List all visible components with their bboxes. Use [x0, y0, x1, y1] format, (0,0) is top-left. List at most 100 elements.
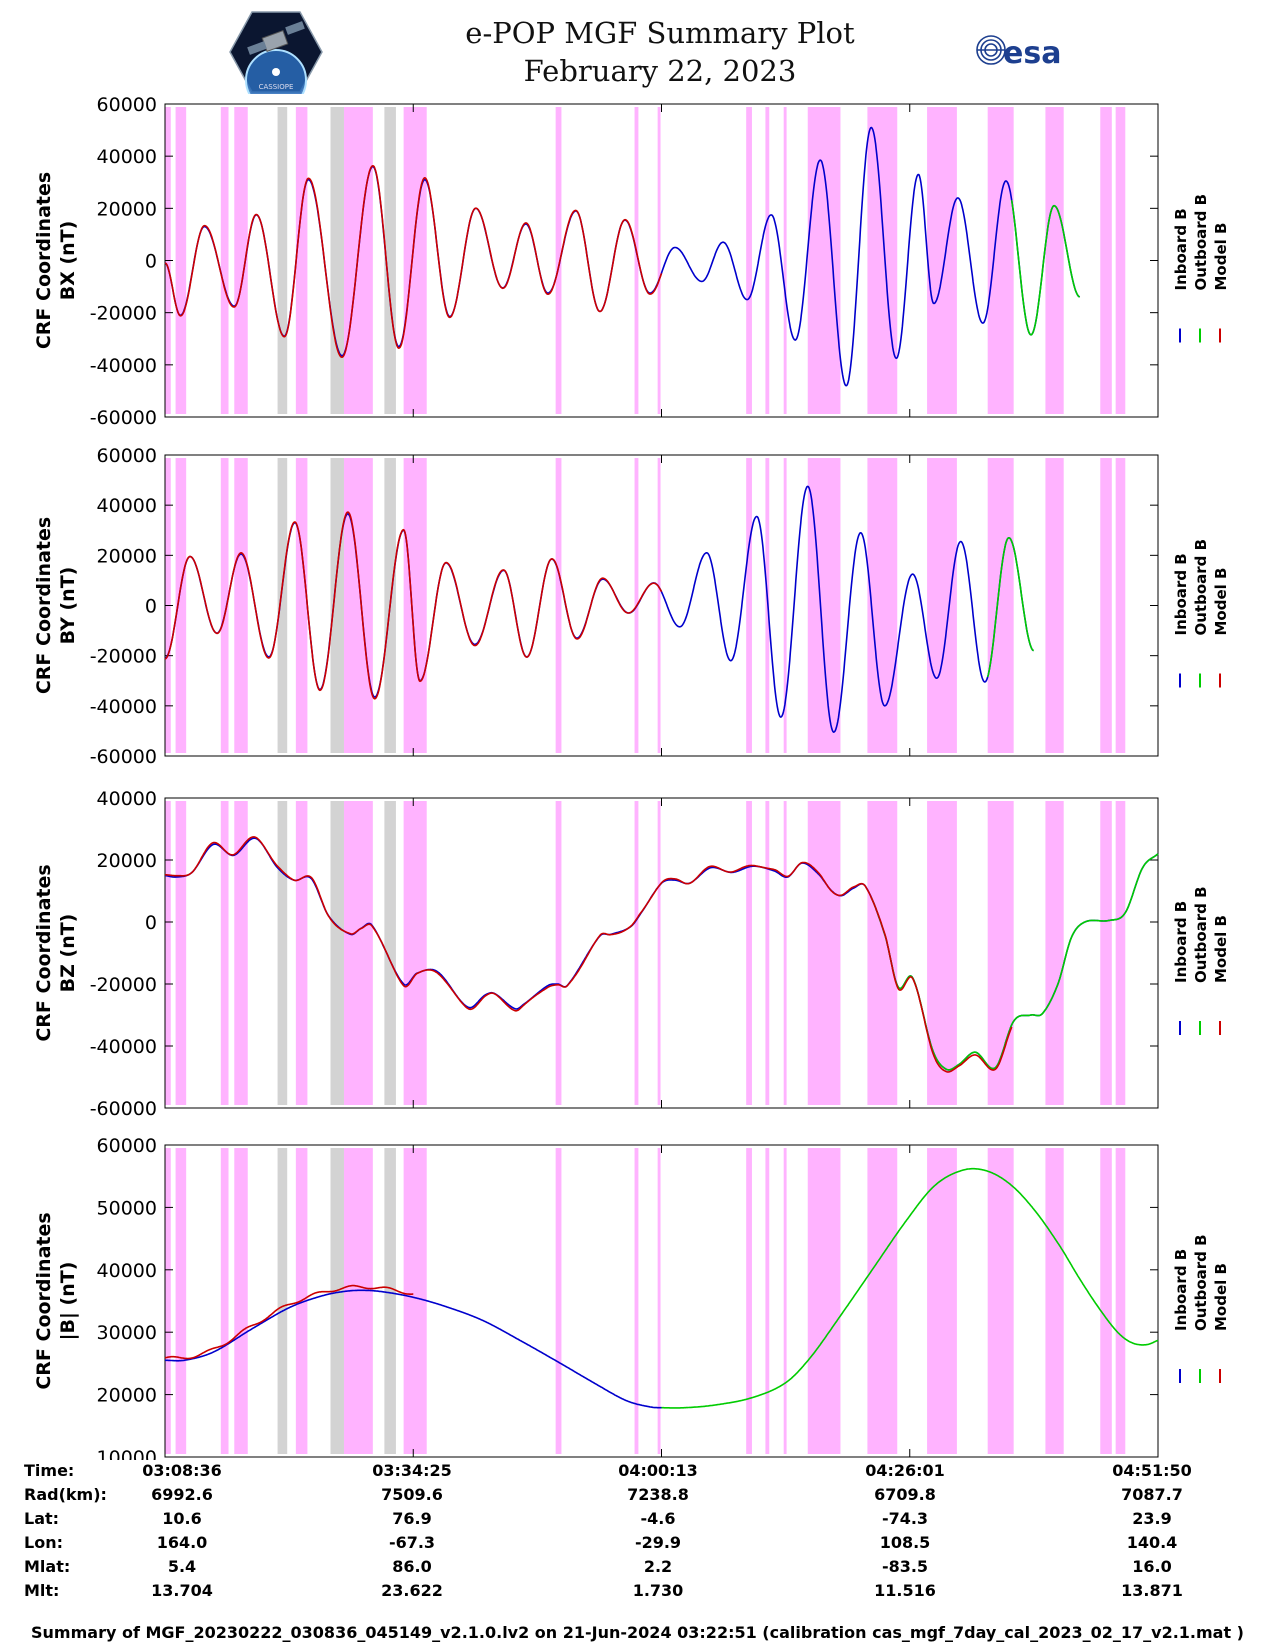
shade-band-pink [783, 801, 787, 1105]
y-tick-label: 20000 [97, 850, 157, 872]
shade-band-pink [783, 458, 787, 753]
info-cell: 03:34:25 [372, 1461, 452, 1480]
shade-band-pink [295, 801, 308, 1105]
info-cell: 1.730 [632, 1581, 684, 1600]
shade-band-pink [555, 458, 562, 753]
series-line-model-b [164, 165, 663, 359]
shade-band-pink [987, 1148, 1014, 1454]
esa-logo-text: esa [1003, 36, 1061, 71]
shade-band-pink [234, 458, 248, 753]
y-tick-label: 10000 [97, 1447, 157, 1460]
shade-band-pink [927, 1148, 957, 1454]
shade-band-pink [175, 107, 187, 414]
esa-emblem-icon [976, 35, 1006, 65]
info-cell: 13.871 [1121, 1581, 1183, 1600]
info-label-mlat: Mlat: [24, 1557, 71, 1576]
shade-band-pink [295, 458, 308, 753]
info-cell: 04:00:13 [618, 1461, 698, 1480]
legend-label: Model B [1212, 1263, 1230, 1331]
info-cell: 6992.6 [151, 1485, 213, 1504]
shade-band-pink [343, 801, 373, 1105]
y-tick-label: 40000 [97, 788, 157, 810]
y-tick-label: -20000 [90, 646, 157, 668]
y-tick-label: 0 [145, 251, 157, 273]
shade-band-pink [927, 801, 957, 1105]
shade-band-pink [220, 1148, 229, 1454]
legend-label: Model B [1212, 568, 1230, 636]
shade-band-pink [1045, 458, 1064, 753]
esa-logo: esa [975, 30, 1065, 78]
shade-band-pink [987, 458, 1014, 753]
shade-band-pink [165, 801, 171, 1105]
legend-label: Inboard B [1172, 553, 1190, 635]
y-tick-label: 60000 [97, 1135, 157, 1157]
shade-band-pink [807, 107, 841, 414]
y-tick-label: 0 [145, 912, 157, 934]
y-tick-label: 20000 [97, 545, 157, 567]
panel-2: 40000 20000 0 -20000 -40000 -60000 CRF Coordin… [33, 788, 1230, 1120]
info-cell: 16.0 [1132, 1557, 1172, 1576]
shade-band-pink [765, 107, 770, 414]
info-cell: 04:26:01 [865, 1461, 945, 1480]
shade-band-gray [277, 107, 288, 414]
legend-label: Outboard B [1192, 886, 1210, 983]
shade-band-pink [175, 801, 187, 1105]
shade-band-gray [384, 1148, 396, 1454]
shade-band-pink [987, 107, 1014, 414]
shade-band-gray [384, 801, 396, 1105]
shade-band-pink [634, 1148, 639, 1454]
panel-1: 60000 40000 20000 0 -20000 -40000 -60000 CRF Co… [33, 445, 1230, 768]
y-axis-label-line: CRF Coordinates [33, 172, 55, 349]
shade-band-pink [1115, 1148, 1126, 1454]
shade-band-pink [403, 1148, 427, 1454]
shade-band-pink [343, 1148, 373, 1454]
legend-label: Outboard B [1192, 1234, 1210, 1331]
y-tick-label: -20000 [90, 303, 157, 325]
y-tick-label: 60000 [97, 94, 157, 116]
shade-band-pink [746, 1148, 752, 1454]
info-label-mlt: Mlt: [24, 1581, 60, 1600]
series-line-outboard-b [986, 536, 1035, 678]
legend-label: Model B [1212, 223, 1230, 291]
shade-band-gray [277, 1148, 288, 1454]
shade-band-pink [403, 107, 427, 414]
y-axis-label: CRF Coordinates |B| (nT) [33, 1212, 79, 1389]
shade-band-gray [277, 458, 288, 753]
info-label-lon: Lon: [24, 1533, 63, 1552]
shade-band-pink [1045, 1148, 1064, 1454]
info-label-lat: Lat: [24, 1509, 60, 1528]
title-line-2: February 22, 2023 [523, 54, 797, 88]
panel-3: 60000 50000 40000 30000 20000 10000 CRF Coordi… [33, 1135, 1230, 1460]
shade-band-pink [927, 458, 957, 753]
info-cell: 7509.6 [381, 1485, 443, 1504]
y-tick-label: -20000 [90, 974, 157, 996]
shade-band-pink [1100, 107, 1112, 414]
shade-band-pink [746, 107, 752, 414]
shade-band-pink [343, 107, 373, 414]
y-axis-label: CRF Coordinates BY (nT) [33, 517, 79, 694]
shade-band-gray [277, 801, 288, 1105]
info-cell: 23.9 [1132, 1509, 1172, 1528]
y-axis-label-line: BZ (nT) [57, 914, 79, 993]
shade-band-pink [807, 1148, 841, 1454]
y-tick-label: 40000 [97, 1260, 157, 1282]
chart-title: e-POP MGF Summary Plot February 22, 2023 [380, 14, 940, 90]
shade-band-pink [403, 458, 427, 753]
shade-band-pink [403, 801, 427, 1105]
info-cell: 23.622 [381, 1581, 443, 1600]
shade-band-pink [657, 801, 661, 1105]
shade-band-pink [807, 801, 841, 1105]
shade-band-pink [343, 458, 373, 753]
cassiope-logo-text: CASSIOPE [259, 83, 294, 91]
y-tick-label: 20000 [97, 198, 157, 220]
info-cell: 2.2 [643, 1557, 673, 1576]
shade-band-pink [295, 107, 308, 414]
shade-band-pink [765, 1148, 770, 1454]
shade-band-pink [657, 107, 661, 414]
shade-band-gray [330, 107, 344, 414]
shade-band-pink [1115, 107, 1126, 414]
info-label-time: Time: [24, 1461, 75, 1480]
orbit-info-table: Time: Rad(km): Lat: Lon: Mlat: Mlt: 03:0… [0, 1461, 1275, 1611]
y-tick-label: 40000 [97, 146, 157, 168]
info-cell: 108.5 [879, 1533, 931, 1552]
